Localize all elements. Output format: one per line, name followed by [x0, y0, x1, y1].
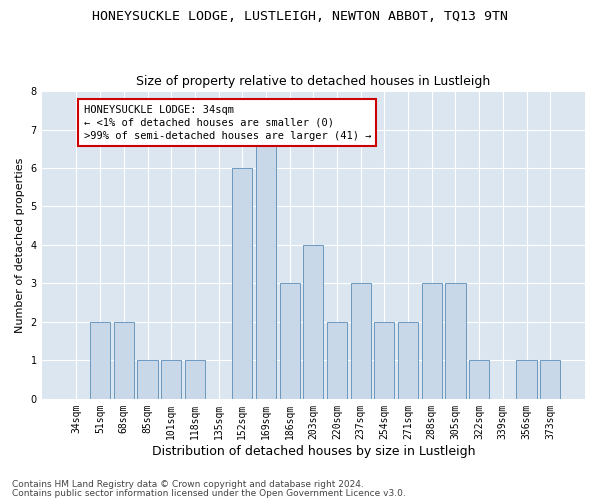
Bar [398, 322, 418, 399]
Text: Contains HM Land Registry data © Crown copyright and database right 2024.: Contains HM Land Registry data © Crown c… [12, 480, 364, 489]
Bar [161, 360, 181, 399]
Bar [445, 284, 466, 399]
Bar [327, 322, 347, 399]
Bar [350, 284, 371, 399]
Title: Size of property relative to detached houses in Lustleigh: Size of property relative to detached ho… [136, 76, 490, 88]
Bar [280, 284, 300, 399]
Bar [540, 360, 560, 399]
Bar [517, 360, 536, 399]
Text: HONEYSUCKLE LODGE, LUSTLEIGH, NEWTON ABBOT, TQ13 9TN: HONEYSUCKLE LODGE, LUSTLEIGH, NEWTON ABB… [92, 10, 508, 23]
Y-axis label: Number of detached properties: Number of detached properties [15, 158, 25, 332]
Bar [422, 284, 442, 399]
Bar [232, 168, 253, 399]
Bar [90, 322, 110, 399]
Bar [303, 245, 323, 399]
X-axis label: Distribution of detached houses by size in Lustleigh: Distribution of detached houses by size … [152, 444, 475, 458]
Bar [114, 322, 134, 399]
Text: Contains public sector information licensed under the Open Government Licence v3: Contains public sector information licen… [12, 489, 406, 498]
Text: HONEYSUCKLE LODGE: 34sqm
← <1% of detached houses are smaller (0)
>99% of semi-d: HONEYSUCKLE LODGE: 34sqm ← <1% of detach… [83, 104, 371, 141]
Bar [374, 322, 394, 399]
Bar [185, 360, 205, 399]
Bar [137, 360, 158, 399]
Bar [256, 130, 276, 399]
Bar [469, 360, 489, 399]
